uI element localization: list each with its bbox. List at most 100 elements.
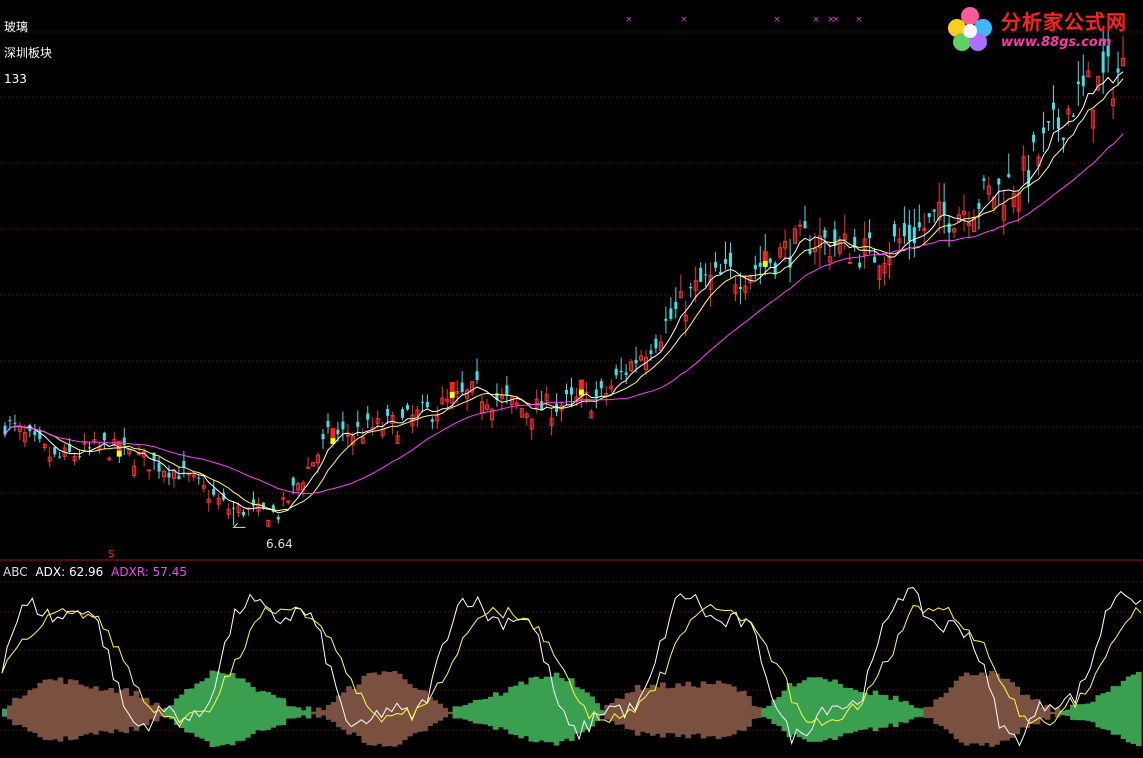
dmi-area-negative [214,671,221,747]
logo-url: www.88gs.com [1001,35,1112,50]
candle-body [356,421,360,427]
dmi-area-negative [877,694,884,728]
dmi-area-positive [148,705,155,720]
candle-body [216,497,221,505]
dmi-area-negative [533,676,540,743]
candle-body [386,409,390,416]
dmi-area-negative [589,696,595,727]
dmi-area-positive [979,672,985,746]
dmi-area-negative [477,699,484,724]
dmi-area-positive [751,705,757,719]
dmi-area-positive [690,686,697,735]
candle-body [847,261,852,264]
candle-body [1111,98,1116,106]
candle-body [733,284,738,294]
dmi-area-positive [963,672,970,746]
dmi-area-negative [771,699,778,724]
dmi-area-negative [305,706,312,719]
candle-body [78,456,82,458]
dmi-area-positive [953,680,960,740]
flag-candle-low [762,260,768,267]
dmi-area-negative [903,700,909,723]
candle-body [932,209,936,212]
candle-body [997,178,1001,185]
dmi-area-negative [528,677,535,742]
dmi-area-positive [118,689,125,732]
candle-body [489,408,494,421]
candle-body [430,419,434,422]
dmi-area-negative [786,683,793,738]
dmi-area-positive [315,707,322,718]
candle-body [728,252,732,267]
top-mark: × [832,15,840,25]
dmi-area-positive [12,697,18,726]
sell-signal-mark: S [108,549,115,560]
dmi-area-negative [898,701,904,723]
candle-body [1066,108,1071,115]
logo-title: 分析家公式网 [1001,10,1127,34]
top-mark: × [827,15,835,25]
candle-body [1086,70,1091,78]
dmi-area-positive [720,683,727,737]
dmi-area-negative [174,698,180,725]
dmi-area-positive [17,698,23,725]
dmi-area-positive [331,702,337,722]
candle-body [624,372,628,375]
candle-body [683,314,688,322]
dmi-area-negative [1070,704,1076,720]
dmi-area-negative [594,703,600,722]
candle-body [982,178,986,181]
candle-body [803,221,807,229]
candle-body [232,507,236,509]
dmi-area-negative [781,690,788,732]
candle-body [565,390,568,395]
dmi-area-positive [346,686,352,735]
dmi-area-negative [1130,674,1137,744]
dmi-area-negative [852,689,859,732]
dmi-area-negative [872,690,879,732]
dmi-area-positive [417,689,423,732]
candle-body [669,308,673,319]
candle-body [360,437,365,444]
candle-body [132,465,137,477]
dmi-area-negative [179,694,185,728]
dmi-area-positive [1009,682,1016,738]
candle-body [758,262,762,267]
dmi-area-negative [913,707,919,718]
flag-candle [449,381,455,392]
candle-body [704,274,708,276]
candle-body [345,434,350,437]
candle-body [589,411,594,419]
candle-body [808,249,812,254]
dmi-area-positive [705,683,712,737]
dmi-area-positive [984,675,990,744]
candle-body [107,457,112,461]
candle-body [1081,75,1085,87]
candle-body [350,435,355,446]
dmi-area-positive [62,684,69,737]
candle-body [977,202,981,210]
dmi-area-positive [432,700,438,724]
dmi-area-positive [736,691,742,731]
dmi-area-positive [943,692,950,730]
candle-body [395,435,400,445]
dmi-area-positive [675,683,681,737]
dmi-area-negative [1110,686,1117,735]
candle-body [147,469,152,472]
dmi-area-positive [143,697,150,726]
dmi-area-negative [290,706,297,719]
ma-short-line [4,71,1124,514]
candle-body [13,422,17,424]
candle-body [236,504,241,513]
candle-body [768,258,772,263]
dmi-area-negative [543,676,550,743]
dmi-area-positive [933,699,940,725]
candle-body [251,499,255,506]
adxr-line [1,603,1142,728]
dmi-area-positive [756,707,762,718]
candle-body [842,233,847,240]
dmi-area-positive [320,710,327,716]
dmi-area-negative [761,708,767,718]
dmi-area-negative [270,694,276,728]
dmi-area-negative [568,678,575,741]
